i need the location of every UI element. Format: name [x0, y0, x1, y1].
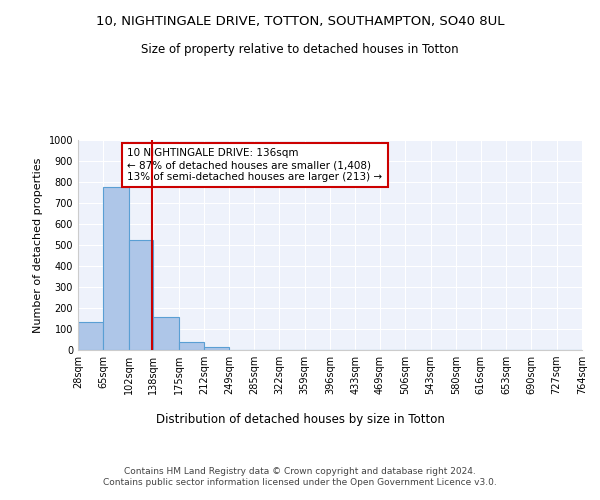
Text: Distribution of detached houses by size in Totton: Distribution of detached houses by size … [155, 412, 445, 426]
Text: 10, NIGHTINGALE DRIVE, TOTTON, SOUTHAMPTON, SO40 8UL: 10, NIGHTINGALE DRIVE, TOTTON, SOUTHAMPT… [96, 15, 504, 28]
Text: 10 NIGHTINGALE DRIVE: 136sqm
← 87% of detached houses are smaller (1,408)
13% of: 10 NIGHTINGALE DRIVE: 136sqm ← 87% of de… [127, 148, 382, 182]
Bar [204, 348, 229, 350]
Text: Contains HM Land Registry data © Crown copyright and database right 2024.
Contai: Contains HM Land Registry data © Crown c… [103, 468, 497, 487]
Bar [78, 322, 103, 350]
Bar [179, 342, 204, 350]
Bar [103, 186, 128, 350]
Text: Size of property relative to detached houses in Totton: Size of property relative to detached ho… [141, 42, 459, 56]
Y-axis label: Number of detached properties: Number of detached properties [33, 158, 43, 332]
Bar [128, 240, 154, 350]
Bar [154, 317, 179, 350]
